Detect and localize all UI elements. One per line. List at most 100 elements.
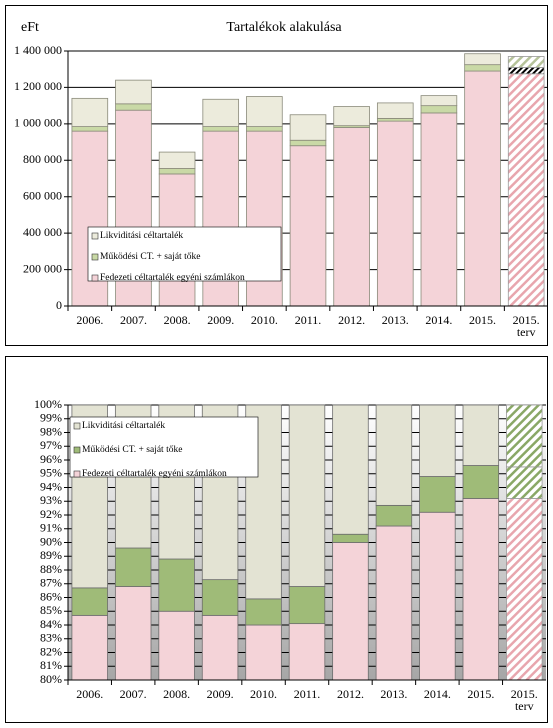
x-tick-label: 2007.: [119, 687, 147, 701]
y-tick-label: 90%: [40, 534, 62, 548]
bar-segment: [506, 466, 543, 499]
bar-segment: [71, 97, 109, 127]
x-tick-label: 2009.: [206, 687, 234, 701]
x-tick-label: 2011.: [294, 313, 322, 327]
bar-segment: [375, 525, 413, 681]
bar-segment: [332, 404, 369, 535]
bar-segment: [288, 586, 326, 625]
y-tick-label: 100%: [34, 397, 62, 411]
bar-segment: [289, 145, 327, 307]
y-tick-label: 97%: [40, 438, 62, 452]
bar-segment: [462, 498, 500, 681]
legend-swatch: [91, 232, 99, 240]
y-tick-label: 99%: [40, 411, 62, 425]
bar-segment: [115, 79, 152, 105]
bar-segment: [376, 117, 414, 122]
legend-label: Likviditási céltartalék: [100, 231, 183, 241]
bar-segment: [71, 126, 109, 132]
bar-segment: [332, 542, 369, 681]
bar-segment: [420, 112, 458, 307]
x-tick-label: 2015.: [467, 687, 495, 701]
x-tick-label: 2015. terv: [512, 313, 540, 339]
y-tick-label: 92%: [40, 507, 62, 521]
y-tick-label: 86%: [40, 589, 62, 603]
y-tick-label: 93%: [40, 493, 62, 507]
legend-label: Működési CT. + saját tőke: [82, 445, 182, 455]
y-tick-label: 1 200 000: [14, 79, 62, 93]
x-tick-label: 2015.: [469, 313, 497, 327]
bar-segment: [289, 114, 327, 141]
bar-segment: [288, 623, 326, 681]
legend-label: Likviditási céltartalék: [82, 421, 165, 431]
bar-segment: [376, 102, 414, 119]
bar-segment: [114, 547, 152, 587]
bar-segment: [333, 106, 370, 127]
bar-segment: [507, 56, 545, 68]
bar-segment: [115, 103, 152, 111]
bar-segment: [245, 624, 282, 681]
bar-segment: [375, 504, 413, 527]
bar-segment: [114, 586, 152, 681]
x-tick-label: 2010.: [250, 687, 278, 701]
bar-segment: [202, 98, 240, 127]
bar-segment: [246, 96, 283, 127]
y-tick-label: 0: [56, 298, 62, 312]
x-tick-label: 2012.: [336, 687, 364, 701]
bar-segment: [507, 66, 545, 75]
y-tick-label: 98%: [40, 424, 62, 438]
y-tick-label: 84%: [40, 617, 62, 631]
legend-swatch: [73, 422, 81, 430]
bar-segment: [376, 120, 414, 307]
x-tick-label: 2008.: [163, 313, 191, 327]
legend-swatch: [73, 446, 81, 454]
y-tick-label: 87%: [40, 576, 62, 590]
y-tick-label: 400 000: [23, 225, 62, 239]
y-tick-label: 96%: [40, 452, 62, 466]
x-tick-label: 2014.: [425, 313, 453, 327]
bar-segment: [246, 126, 283, 132]
y-tick-label: 91%: [40, 521, 62, 535]
bar-segment: [332, 533, 369, 543]
bar-segment: [158, 168, 196, 175]
legend-label: Működési CT. + saját tőke: [100, 252, 200, 262]
bar-segment: [333, 127, 370, 307]
x-tick-label: 2013.: [381, 313, 409, 327]
x-tick-label: 2011.: [293, 687, 321, 701]
bar-segment: [420, 95, 458, 107]
x-tick-label: 2015. terv: [510, 687, 538, 713]
bar-segment: [464, 64, 501, 72]
y-tick-label: 81%: [40, 658, 62, 672]
y-tick-label: 800 000: [23, 152, 62, 166]
bar-segment: [201, 579, 239, 616]
x-tick-label: 2012.: [338, 313, 366, 327]
y-tick-label: 600 000: [23, 188, 62, 202]
y-tick-label: 1 000 000: [14, 116, 62, 130]
legend: [69, 416, 259, 478]
bar-segment: [202, 126, 240, 132]
y-axis-label: eFt: [21, 20, 39, 35]
bar-segment: [419, 476, 456, 513]
bar-segment: [420, 105, 458, 114]
x-tick-label: 2007.: [119, 313, 147, 327]
bar-segment: [289, 139, 327, 147]
bar-segment: [506, 404, 543, 468]
legend-label: Fedezeti céltartalék egyéni számlákon: [82, 469, 227, 479]
bar-segment: [464, 53, 501, 66]
y-tick-label: 80%: [40, 672, 62, 686]
bar-segment: [375, 404, 413, 506]
bar-segment: [462, 404, 500, 466]
bar-segment: [506, 498, 543, 681]
x-tick-label: 2010.: [250, 313, 278, 327]
bar-segment: [507, 73, 545, 307]
x-tick-label: 2006.: [76, 687, 104, 701]
chart-title: Tartalékok alakulása: [226, 20, 342, 35]
y-tick-label: 85%: [40, 603, 62, 617]
y-tick-label: 82%: [40, 644, 62, 658]
x-tick-label: 2013.: [380, 687, 408, 701]
x-tick-label: 2009.: [207, 313, 235, 327]
bar-segment: [419, 511, 456, 681]
bar-segment: [158, 610, 195, 681]
y-tick-label: 89%: [40, 548, 62, 562]
